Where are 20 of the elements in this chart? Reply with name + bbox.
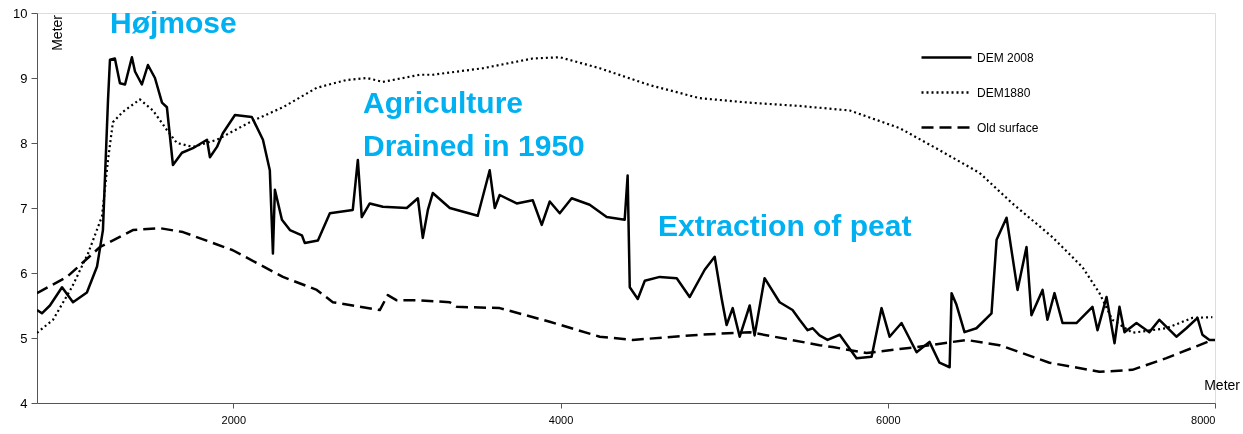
y-tick-label: 4 — [20, 395, 28, 411]
x-axis-title: Meter — [1204, 377, 1241, 393]
x-tick-label: 2000 — [221, 413, 247, 426]
annotation: Højmose — [110, 6, 237, 39]
y-tick-label: 5 — [20, 330, 28, 346]
y-tick-label: 7 — [20, 200, 28, 216]
annotation: Agriculture — [363, 86, 524, 119]
legend-label: DEM1880 — [977, 85, 1031, 100]
y-tick-label: 8 — [20, 135, 28, 151]
y-axis-title: Meter — [49, 14, 65, 51]
legend-label: DEM 2008 — [977, 50, 1035, 65]
y-tick-label: 6 — [20, 265, 28, 281]
x-tick-label: 8000 — [1191, 413, 1216, 426]
y-tick-label: 10 — [13, 5, 28, 21]
annotation: Drained in 1950 — [363, 129, 585, 162]
y-tick-label: 9 — [20, 70, 28, 86]
x-tick-label: 6000 — [876, 413, 901, 426]
annotation: Extraction of peat — [658, 209, 912, 242]
x-tick-label: 4000 — [548, 413, 574, 426]
legend-label: Old surface — [977, 120, 1039, 135]
